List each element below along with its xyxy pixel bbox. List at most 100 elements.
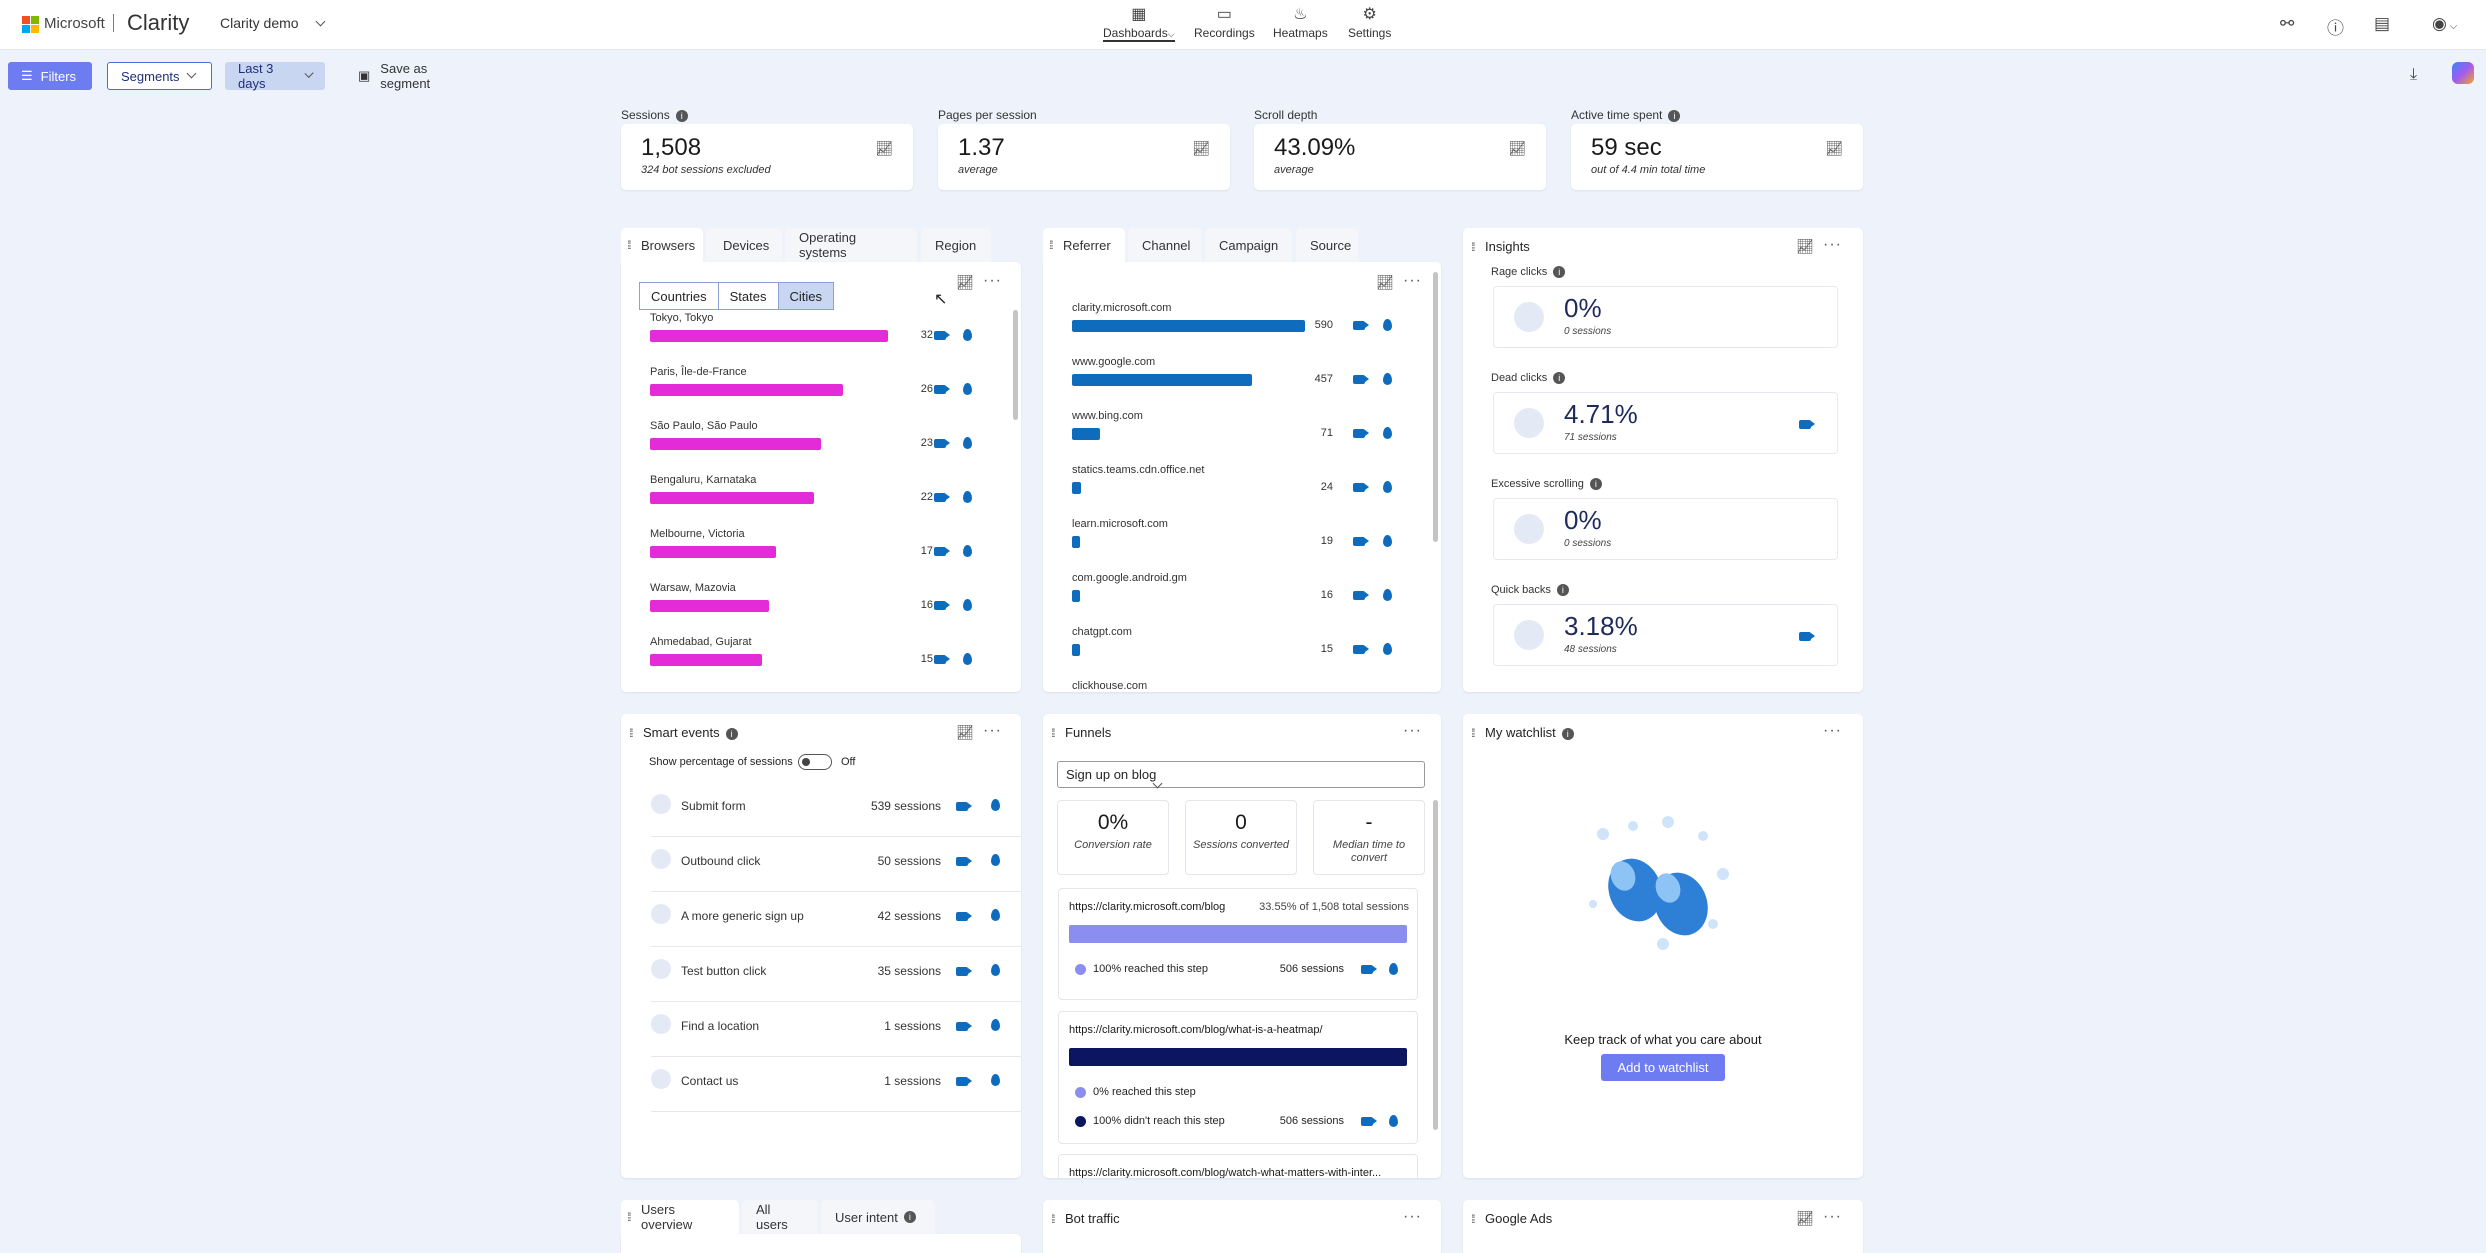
recording-icon[interactable]	[934, 493, 950, 502]
recording-icon[interactable]	[1799, 420, 1815, 429]
add-to-watchlist-button[interactable]: Add to watchlist	[1601, 1054, 1725, 1081]
recording-icon[interactable]	[956, 802, 972, 811]
copilot-icon[interactable]	[2452, 62, 2474, 84]
project-selector[interactable]: Clarity demo	[220, 15, 326, 31]
funnel-select[interactable]: Sign up on blog	[1057, 761, 1425, 789]
drag-handle-icon[interactable]: ⁞⁞	[1471, 240, 1475, 254]
tab-user-intent[interactable]: User intent i	[821, 1200, 935, 1234]
recording-icon[interactable]	[934, 439, 950, 448]
list-item[interactable]: com.google.android.gm 16	[1043, 572, 1428, 626]
insight-box[interactable]: 0% 0 sessions	[1493, 498, 1838, 560]
more-options-icon[interactable]: ···	[1403, 272, 1422, 289]
chart-icon[interactable]: 📈︎	[1192, 140, 1210, 156]
heatmap-icon[interactable]	[1389, 963, 1398, 975]
heatmap-icon[interactable]	[991, 854, 1000, 866]
heatmap-icon[interactable]	[963, 599, 972, 611]
percentage-toggle[interactable]	[798, 754, 832, 770]
tab-all-users[interactable]: All users	[742, 1200, 818, 1234]
scrollbar[interactable]	[1433, 800, 1438, 1130]
heatmap-icon[interactable]	[963, 383, 972, 395]
heatmap-icon[interactable]	[991, 1019, 1000, 1031]
drag-handle-icon[interactable]: ⁞⁞	[627, 1210, 631, 1224]
tab-operating-systems[interactable]: Operating systems	[785, 228, 917, 262]
heatmap-icon[interactable]	[991, 1074, 1000, 1086]
more-options-icon[interactable]: ···	[1823, 1208, 1842, 1225]
recording-icon[interactable]	[1353, 321, 1369, 330]
recording-icon[interactable]	[956, 1022, 972, 1031]
share-icon[interactable]: ⚯	[2280, 14, 2295, 33]
heatmap-icon[interactable]	[963, 653, 972, 665]
chart-icon[interactable]: 📈︎	[1508, 140, 1526, 156]
list-item[interactable]: Bengaluru, Karnataka 22	[621, 474, 1011, 528]
more-options-icon[interactable]: ···	[1403, 1208, 1422, 1225]
info-icon[interactable]: i	[1553, 372, 1566, 385]
heatmap-icon[interactable]	[963, 491, 972, 503]
drag-handle-icon[interactable]: ⁞⁞	[1049, 238, 1053, 252]
recording-icon[interactable]	[956, 967, 972, 976]
tab-region[interactable]: Region	[921, 228, 991, 262]
heatmap-icon[interactable]	[991, 964, 1000, 976]
heatmap-icon[interactable]	[1383, 481, 1392, 493]
more-options-icon[interactable]: ···	[1403, 722, 1422, 739]
chart-icon[interactable]: 📈︎	[1376, 274, 1394, 290]
heatmap-icon[interactable]	[1383, 427, 1392, 439]
list-item[interactable]: statics.teams.cdn.office.net 24	[1043, 464, 1428, 518]
segment-cities[interactable]: Cities	[778, 283, 834, 309]
more-options-icon[interactable]: ···	[983, 722, 1002, 739]
more-options-icon[interactable]: ···	[1823, 236, 1842, 253]
list-item[interactable]: Tokyo, Tokyo 32	[621, 312, 1011, 366]
funnel-step-3[interactable]: https://clarity.microsoft.com/blog/watch…	[1058, 1154, 1418, 1178]
save-segment-button[interactable]: ▣ Save as segment	[345, 61, 485, 91]
more-options-icon[interactable]: ···	[983, 272, 1002, 289]
drag-handle-icon[interactable]: ⁞⁞	[627, 238, 631, 252]
list-item[interactable]: www.google.com 457	[1043, 356, 1428, 410]
event-row[interactable]: Contact us 1 sessions	[651, 1057, 1021, 1112]
info-icon[interactable]: i	[1553, 266, 1566, 279]
chart-icon[interactable]: 📈︎	[956, 724, 974, 740]
info-icon[interactable]: i	[725, 727, 738, 740]
info-icon[interactable]: i	[1556, 584, 1569, 597]
funnel-step-2[interactable]: https://clarity.microsoft.com/blog/what-…	[1058, 1011, 1418, 1144]
chart-icon[interactable]: 📈︎	[875, 140, 893, 156]
heatmap-icon[interactable]	[963, 545, 972, 557]
tab-devices[interactable]: Devices	[706, 228, 782, 262]
heatmap-icon[interactable]	[963, 437, 972, 449]
info-icon[interactable]: i	[675, 109, 688, 122]
heatmap-icon[interactable]	[963, 329, 972, 341]
recording-icon[interactable]	[1361, 965, 1377, 974]
tab-campaign[interactable]: Campaign	[1205, 228, 1292, 262]
nav-settings[interactable]: ⚙ Settings	[1348, 4, 1391, 40]
account-icon[interactable]: ◉ ⌵	[2432, 14, 2458, 33]
recording-icon[interactable]	[1361, 1117, 1377, 1126]
recording-icon[interactable]	[956, 1077, 972, 1086]
event-row[interactable]: Test button click 35 sessions	[651, 947, 1021, 1002]
recording-icon[interactable]	[1353, 591, 1369, 600]
recording-icon[interactable]	[934, 385, 950, 394]
tab-browsers[interactable]: ⁞⁞ Browsers	[621, 228, 703, 262]
list-item[interactable]: Warsaw, Mazovia 16	[621, 582, 1011, 636]
recording-icon[interactable]	[934, 331, 950, 340]
tab-source[interactable]: Source	[1296, 228, 1358, 262]
more-options-icon[interactable]: ···	[1823, 722, 1842, 739]
tab-users-overview[interactable]: ⁞⁞ Users overview	[621, 1200, 739, 1234]
nav-dashboards[interactable]: ▦ Dashboards⌵	[1103, 6, 1175, 42]
tab-referrer[interactable]: ⁞⁞ Referrer	[1043, 228, 1125, 262]
heatmap-icon[interactable]	[1383, 589, 1392, 601]
download-icon[interactable]: ⤓	[2410, 66, 2418, 83]
recording-icon[interactable]	[956, 857, 972, 866]
list-item[interactable]: clarity.microsoft.com 590	[1043, 302, 1428, 356]
segment-states[interactable]: States	[719, 283, 779, 309]
scrollbar[interactable]	[1433, 272, 1438, 542]
chart-icon[interactable]: 📈︎	[956, 274, 974, 290]
heatmap-icon[interactable]	[991, 799, 1000, 811]
drag-handle-icon[interactable]: ⁞⁞	[1051, 1212, 1055, 1226]
list-item[interactable]: www.bing.com 71	[1043, 410, 1428, 464]
recording-icon[interactable]	[934, 547, 950, 556]
heatmap-icon[interactable]	[1383, 373, 1392, 385]
event-row[interactable]: A more generic sign up 42 sessions	[651, 892, 1021, 947]
info-icon[interactable]: i	[1668, 109, 1681, 122]
recording-icon[interactable]	[1353, 429, 1369, 438]
insight-box[interactable]: 0% 0 sessions	[1493, 286, 1838, 348]
recording-icon[interactable]	[934, 655, 950, 664]
tab-channel[interactable]: Channel	[1128, 228, 1202, 262]
